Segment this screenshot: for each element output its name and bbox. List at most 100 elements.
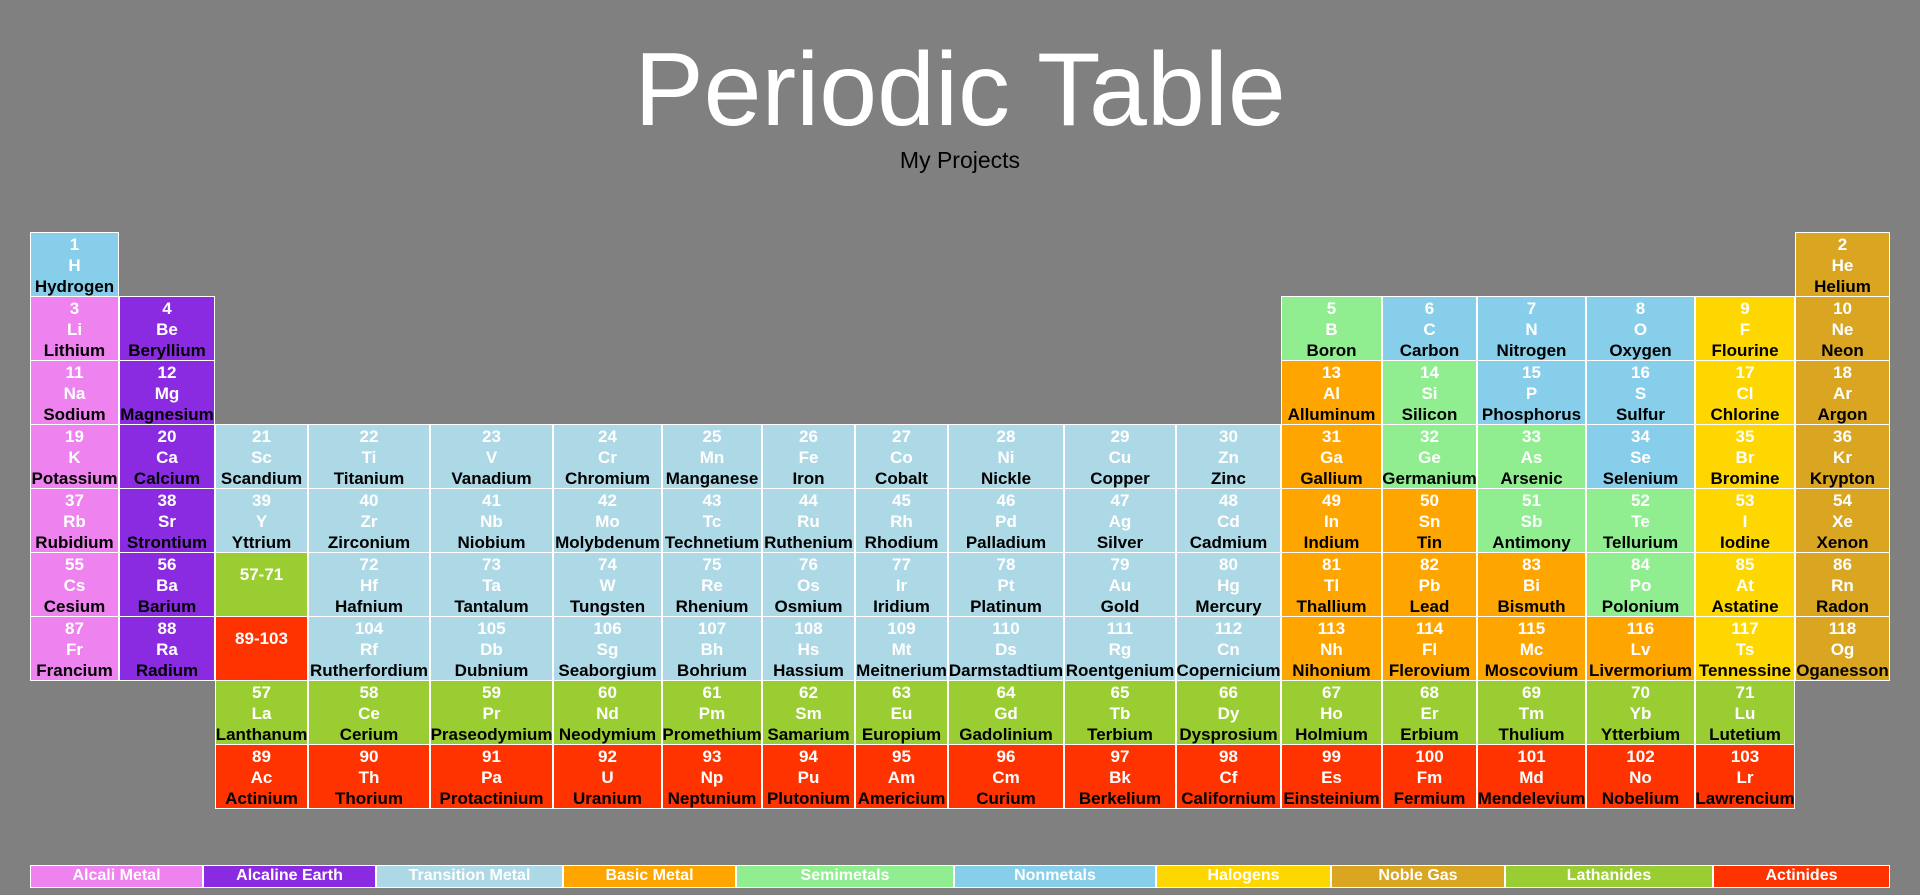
element-cell-dysprosium[interactable]: 66 Dy Dysprosium [1176, 680, 1281, 745]
element-cell-krypton[interactable]: 36 Kr Krypton [1795, 424, 1890, 489]
element-cell-neptunium[interactable]: 93 Np Neptunium [662, 744, 762, 809]
element-cell-rubidium[interactable]: 37 Rb Rubidium [30, 488, 119, 553]
element-cell-sodium[interactable]: 11 Na Sodium [30, 360, 119, 425]
element-cell-flourine[interactable]: 9 F Flourine [1695, 296, 1795, 361]
element-cell-oganesson[interactable]: 118 Og Oganesson [1795, 616, 1890, 681]
element-cell-barium[interactable]: 56 Ba Barium [119, 552, 215, 617]
element-cell-strontium[interactable]: 38 Sr Strontium [119, 488, 215, 553]
element-cell-promethium[interactable]: 61 Pm Promethium [662, 680, 762, 745]
element-cell-lead[interactable]: 82 Pb Lead [1382, 552, 1477, 617]
element-cell-astatine[interactable]: 85 At Astatine [1695, 552, 1795, 617]
element-cell-arsenic[interactable]: 33 As Arsenic [1477, 424, 1586, 489]
element-cell-yttrium[interactable]: 39 Y Yttrium [215, 488, 308, 553]
element-cell-nitrogen[interactable]: 7 N Nitrogen [1477, 296, 1586, 361]
element-cell-rhodium[interactable]: 45 Rh Rhodium [855, 488, 948, 553]
element-cell-meitnerium[interactable]: 109 Mt Meitnerium [855, 616, 948, 681]
element-cell-lutetium[interactable]: 71 Lu Lutetium [1695, 680, 1795, 745]
element-cell-silver[interactable]: 47 Ag Silver [1064, 488, 1176, 553]
element-cell-boron[interactable]: 5 B Boron [1281, 296, 1382, 361]
element-cell-cadmium[interactable]: 48 Cd Cadmium [1176, 488, 1281, 553]
element-cell-rhenium[interactable]: 75 Re Rhenium [662, 552, 762, 617]
element-cell-dubnium[interactable]: 105 Db Dubnium [430, 616, 553, 681]
element-cell-plutonium[interactable]: 94 Pu Plutonium [762, 744, 855, 809]
element-cell-lanthanum[interactable]: 57 La Lanthanum [215, 680, 308, 745]
element-cell-bromine[interactable]: 35 Br Bromine [1695, 424, 1795, 489]
element-cell-protactinium[interactable]: 91 Pa Protactinium [430, 744, 553, 809]
element-cell-scandium[interactable]: 21 Sc Scandium [215, 424, 308, 489]
element-cell-rutherfordium[interactable]: 104 Rf Rutherfordium [308, 616, 430, 681]
element-cell-hassium[interactable]: 108 Hs Hassium [762, 616, 855, 681]
element-cell-gallium[interactable]: 31 Ga Gallium [1281, 424, 1382, 489]
element-cell-californium[interactable]: 98 Cf Californium [1176, 744, 1281, 809]
element-cell-potassium[interactable]: 19 K Potassium [30, 424, 119, 489]
element-cell-palladium[interactable]: 46 Pd Palladium [948, 488, 1064, 553]
element-cell-indium[interactable]: 49 In Indium [1281, 488, 1382, 553]
element-cell-nickle[interactable]: 28 Ni Nickle [948, 424, 1064, 489]
element-cell-moscovium[interactable]: 115 Mc Moscovium [1477, 616, 1586, 681]
element-cell-terbium[interactable]: 65 Tb Terbium [1064, 680, 1176, 745]
element-cell-silicon[interactable]: 14 Si Silicon [1382, 360, 1477, 425]
element-cell-bohrium[interactable]: 107 Bh Bohrium [662, 616, 762, 681]
element-cell-tin[interactable]: 50 Sn Tin [1382, 488, 1477, 553]
element-cell-niobium[interactable]: 41 Nb Niobium [430, 488, 553, 553]
element-cell-hafnium[interactable]: 72 Hf Hafnium [308, 552, 430, 617]
element-range-cell[interactable]: 89-103 [215, 616, 308, 681]
element-cell-helium[interactable]: 2 He Helium [1795, 232, 1890, 297]
element-cell-europium[interactable]: 63 Eu Europium [855, 680, 948, 745]
element-cell-phosphorus[interactable]: 15 P Phosphorus [1477, 360, 1586, 425]
element-cell-nobelium[interactable]: 102 No Nobelium [1586, 744, 1695, 809]
element-cell-zirconium[interactable]: 40 Zr Zirconium [308, 488, 430, 553]
element-cell-gold[interactable]: 79 Au Gold [1064, 552, 1176, 617]
element-cell-ruthenium[interactable]: 44 Ru Ruthenium [762, 488, 855, 553]
element-cell-uranium[interactable]: 92 U Uranium [553, 744, 662, 809]
element-cell-curium[interactable]: 96 Cm Curium [948, 744, 1064, 809]
element-cell-americium[interactable]: 95 Am Americium [855, 744, 948, 809]
element-cell-polonium[interactable]: 84 Po Polonium [1586, 552, 1695, 617]
element-cell-gadolinium[interactable]: 64 Gd Gadolinium [948, 680, 1064, 745]
element-cell-thorium[interactable]: 90 Th Thorium [308, 744, 430, 809]
element-cell-argon[interactable]: 18 Ar Argon [1795, 360, 1890, 425]
element-cell-livermorium[interactable]: 116 Lv Livermorium [1586, 616, 1695, 681]
element-cell-einsteinium[interactable]: 99 Es Einsteinium [1281, 744, 1382, 809]
element-cell-radon[interactable]: 86 Rn Radon [1795, 552, 1890, 617]
element-cell-iron[interactable]: 26 Fe Iron [762, 424, 855, 489]
element-cell-zinc[interactable]: 30 Zn Zinc [1176, 424, 1281, 489]
element-cell-bismuth[interactable]: 83 Bi Bismuth [1477, 552, 1586, 617]
element-cell-thulium[interactable]: 69 Tm Thulium [1477, 680, 1586, 745]
element-cell-chromium[interactable]: 24 Cr Chromium [553, 424, 662, 489]
element-cell-oxygen[interactable]: 8 O Oxygen [1586, 296, 1695, 361]
element-cell-tungsten[interactable]: 74 W Tungsten [553, 552, 662, 617]
element-cell-cobalt[interactable]: 27 Co Cobalt [855, 424, 948, 489]
element-cell-erbium[interactable]: 68 Er Erbium [1382, 680, 1477, 745]
element-cell-darmstadtium[interactable]: 110 Ds Darmstadtium [948, 616, 1064, 681]
element-cell-germanium[interactable]: 32 Ge Germanium [1382, 424, 1477, 489]
element-cell-sulfur[interactable]: 16 S Sulfur [1586, 360, 1695, 425]
element-cell-copernicium[interactable]: 112 Cn Copernicium [1176, 616, 1281, 681]
element-cell-ytterbium[interactable]: 70 Yb Ytterbium [1586, 680, 1695, 745]
element-cell-osmium[interactable]: 76 Os Osmium [762, 552, 855, 617]
element-cell-nihonium[interactable]: 113 Nh Nihonium [1281, 616, 1382, 681]
element-cell-antimony[interactable]: 51 Sb Antimony [1477, 488, 1586, 553]
element-cell-cerium[interactable]: 58 Ce Cerium [308, 680, 430, 745]
element-cell-calcium[interactable]: 20 Ca Calcium [119, 424, 215, 489]
element-cell-actinium[interactable]: 89 Ac Actinium [215, 744, 308, 809]
element-cell-mendelevium[interactable]: 101 Md Mendelevium [1477, 744, 1586, 809]
element-cell-titanium[interactable]: 22 Ti Titanium [308, 424, 430, 489]
element-cell-tennessine[interactable]: 117 Ts Tennessine [1695, 616, 1795, 681]
element-cell-iridium[interactable]: 77 Ir Iridium [855, 552, 948, 617]
element-cell-selenium[interactable]: 34 Se Selenium [1586, 424, 1695, 489]
element-cell-cesium[interactable]: 55 Cs Cesium [30, 552, 119, 617]
element-range-cell[interactable]: 57-71 [215, 552, 308, 617]
element-cell-copper[interactable]: 29 Cu Copper [1064, 424, 1176, 489]
element-cell-roentgenium[interactable]: 111 Rg Roentgenium [1064, 616, 1176, 681]
element-cell-carbon[interactable]: 6 C Carbon [1382, 296, 1477, 361]
element-cell-alluminum[interactable]: 13 Al Alluminum [1281, 360, 1382, 425]
element-cell-neodymium[interactable]: 60 Nd Neodymium [553, 680, 662, 745]
element-cell-chlorine[interactable]: 17 Cl Chlorine [1695, 360, 1795, 425]
element-cell-flerovium[interactable]: 114 Fl Flerovium [1382, 616, 1477, 681]
element-cell-magnesium[interactable]: 12 Mg Magnesium [119, 360, 215, 425]
element-cell-samarium[interactable]: 62 Sm Samarium [762, 680, 855, 745]
element-cell-lawrencium[interactable]: 103 Lr Lawrencium [1695, 744, 1795, 809]
element-cell-iodine[interactable]: 53 I Iodine [1695, 488, 1795, 553]
element-cell-manganese[interactable]: 25 Mn Manganese [662, 424, 762, 489]
